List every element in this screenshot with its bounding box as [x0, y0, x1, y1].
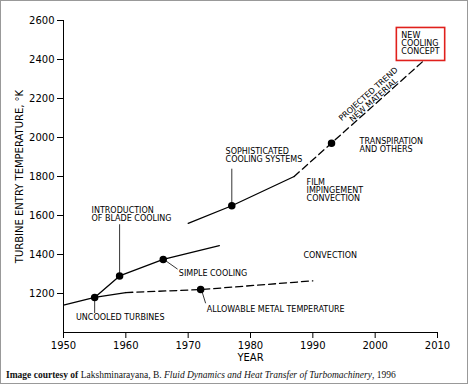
svg-text:ALLOWABLE METAL TEMPERATURE: ALLOWABLE METAL TEMPERATURE	[207, 305, 345, 314]
svg-text:1200: 1200	[29, 288, 54, 299]
svg-text:1960: 1960	[113, 340, 138, 351]
svg-text:INTRODUCTIONOF BLADE COOLING: INTRODUCTIONOF BLADE COOLING	[92, 206, 172, 223]
svg-text:1800: 1800	[29, 171, 54, 182]
svg-text:2400: 2400	[29, 54, 54, 65]
svg-text:1400: 1400	[29, 249, 54, 260]
svg-text:1980: 1980	[238, 340, 263, 351]
svg-text:PROJECTED TRENDNEW MATERIAL: PROJECTED TRENDNEW MATERIAL	[337, 65, 405, 128]
svg-text:2600: 2600	[29, 15, 54, 26]
svg-text:2010: 2010	[425, 340, 450, 351]
svg-text:NEWCOOLINGCONCEPT: NEWCOOLINGCONCEPT	[401, 31, 439, 56]
svg-text:CONVECTION: CONVECTION	[303, 251, 357, 260]
svg-text:1950: 1950	[51, 340, 76, 351]
svg-text:FILMIMPINGEMENTCONVECTION: FILMIMPINGEMENTCONVECTION	[307, 178, 364, 203]
svg-text:1970: 1970	[175, 340, 200, 351]
svg-text:TRANSPIRATIONAND OTHERS: TRANSPIRATIONAND OTHERS	[359, 137, 423, 154]
svg-text:2000: 2000	[29, 132, 54, 143]
svg-text:UNCOOLED TURBINES: UNCOOLED TURBINES	[76, 313, 165, 322]
svg-text:TURBINE ENTRY TEMPERATURE, °K: TURBINE ENTRY TEMPERATURE, °K	[14, 89, 25, 264]
svg-text:1600: 1600	[29, 210, 54, 221]
svg-text:2200: 2200	[29, 93, 54, 104]
svg-text:1990: 1990	[300, 340, 325, 351]
svg-text:YEAR: YEAR	[236, 352, 263, 363]
svg-text:SIMPLE COOLING: SIMPLE COOLING	[179, 269, 247, 278]
html-text:Image courtesy of Lakshminaray: Image courtesy of Lakshminarayana, B. Fl…	[6, 370, 396, 380]
svg-text:SOPHISTICATEDCOOLING SYSTEMS: SOPHISTICATEDCOOLING SYSTEMS	[226, 147, 303, 164]
svg-text:2000: 2000	[362, 340, 387, 351]
